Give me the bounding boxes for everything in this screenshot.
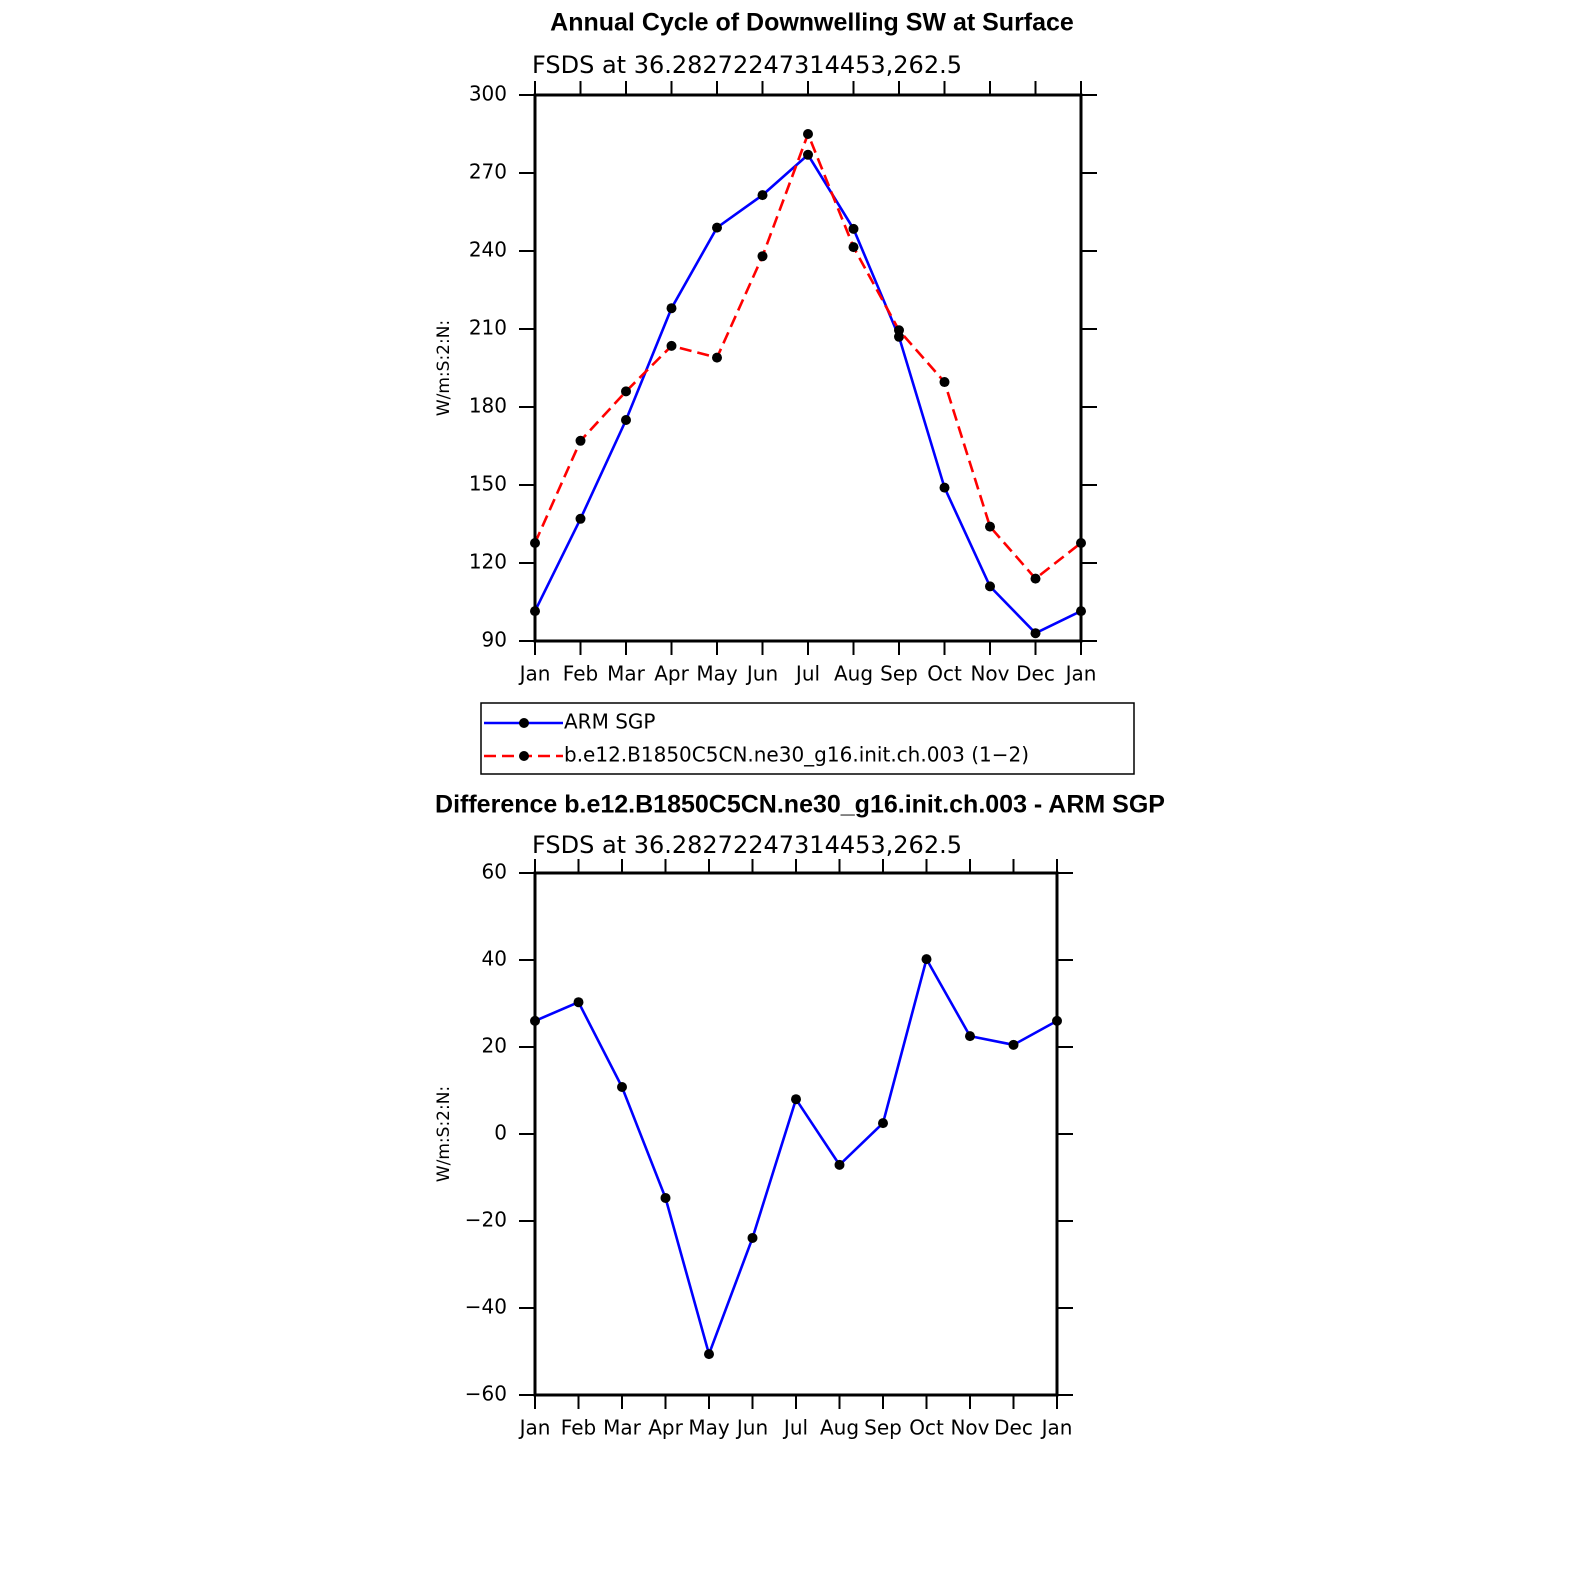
data-line xyxy=(533,152,1082,635)
data-point xyxy=(939,377,950,388)
data-point xyxy=(939,482,950,493)
data-point xyxy=(660,1192,671,1203)
y-tick-label: 180 xyxy=(469,394,507,418)
y-tick-label: 60 xyxy=(482,860,507,884)
x-tick-label: Jan xyxy=(1040,1416,1073,1440)
y-tick-label: 240 xyxy=(469,238,507,262)
y-tick-label: 210 xyxy=(469,316,507,340)
data-point xyxy=(921,954,932,965)
y-tick-label: 300 xyxy=(469,82,507,106)
y-tick-label: −20 xyxy=(465,1208,507,1232)
data-point xyxy=(1030,628,1041,639)
x-tick-label: Oct xyxy=(909,1416,944,1440)
data-point xyxy=(803,149,813,160)
x-tick-label: Oct xyxy=(927,662,962,686)
data-point xyxy=(985,581,995,592)
x-tick-label: Apr xyxy=(648,1416,683,1440)
x-tick-label: Jul xyxy=(794,662,820,686)
data-point xyxy=(757,190,768,201)
y-tick-label: −60 xyxy=(465,1382,507,1406)
data-point xyxy=(575,435,586,446)
y-axis-label: W/m:S:2:N: xyxy=(434,1086,454,1182)
x-tick-label: Jan xyxy=(518,662,551,686)
data-point xyxy=(791,1094,801,1105)
data-point xyxy=(985,521,995,532)
x-tick-label: Mar xyxy=(603,1416,642,1440)
legend-box xyxy=(480,702,1135,775)
data-point xyxy=(666,340,677,351)
legend-label: b.e12.B1850C5CN.ne30_g16.init.ch.003 (1−… xyxy=(564,743,1029,767)
x-tick-label: Jan xyxy=(1064,662,1097,686)
data-point xyxy=(704,1349,714,1360)
data-point xyxy=(712,352,722,363)
data-point xyxy=(575,513,586,524)
data-point xyxy=(617,1082,627,1093)
data-line xyxy=(533,130,1082,581)
data-point xyxy=(848,242,859,253)
data-point xyxy=(712,222,722,233)
x-tick-label: Jul xyxy=(782,1416,808,1440)
chart-subtitle: FSDS at 36.28272247314453,262.5 xyxy=(532,51,962,79)
x-tick-label: Jan xyxy=(518,1416,551,1440)
data-point xyxy=(573,997,584,1008)
x-tick-label: Mar xyxy=(607,662,646,686)
data-point xyxy=(1030,573,1041,584)
data-point xyxy=(666,303,677,314)
x-tick-label: Jun xyxy=(745,662,778,686)
data-point xyxy=(621,386,631,397)
data-point xyxy=(803,129,813,139)
x-tick-label: Aug xyxy=(834,662,873,686)
x-tick-label: Sep xyxy=(864,1416,902,1440)
y-tick-label: −40 xyxy=(465,1295,507,1319)
x-tick-label: Jun xyxy=(735,1416,768,1440)
y-axis-label: W/m:S:2:N: xyxy=(434,320,454,416)
data-line xyxy=(534,955,1058,1359)
y-tick-label: 120 xyxy=(469,550,507,574)
x-tick-label: Nov xyxy=(970,662,1009,686)
data-point xyxy=(894,325,904,336)
legend-label: ARM SGP xyxy=(564,710,655,734)
x-tick-label: Feb xyxy=(563,662,598,686)
data-point xyxy=(834,1159,845,1170)
x-tick-label: May xyxy=(696,662,738,686)
x-tick-label: Dec xyxy=(1016,662,1055,686)
plot-frame xyxy=(533,93,1083,643)
chart-title: Difference b.e12.B1850C5CN.ne30_g16.init… xyxy=(435,791,1165,819)
plot-frame xyxy=(533,871,1059,1397)
data-point xyxy=(878,1118,888,1129)
y-tick-label: 90 xyxy=(482,628,507,652)
x-tick-label: Aug xyxy=(820,1416,859,1440)
x-tick-label: Apr xyxy=(654,662,689,686)
data-point xyxy=(965,1031,975,1042)
data-point xyxy=(621,415,631,425)
x-tick-label: Nov xyxy=(950,1416,989,1440)
data-point xyxy=(848,223,859,234)
data-point xyxy=(757,251,768,262)
data-point xyxy=(1008,1039,1019,1050)
y-tick-label: 270 xyxy=(469,160,507,184)
y-tick-label: 150 xyxy=(469,472,507,496)
x-tick-label: May xyxy=(688,1416,730,1440)
legend-marker xyxy=(519,718,529,728)
x-tick-label: Dec xyxy=(994,1416,1033,1440)
y-tick-label: 20 xyxy=(482,1034,507,1058)
chart-subtitle: FSDS at 36.28272247314453,262.5 xyxy=(532,831,962,859)
y-tick-label: 40 xyxy=(482,947,507,971)
y-tick-label: 0 xyxy=(494,1121,507,1145)
x-tick-label: Sep xyxy=(880,662,918,686)
data-point xyxy=(747,1232,758,1243)
x-tick-label: Feb xyxy=(561,1416,596,1440)
legend-marker xyxy=(519,751,529,761)
chart-title: Annual Cycle of Downwelling SW at Surfac… xyxy=(550,9,1074,37)
